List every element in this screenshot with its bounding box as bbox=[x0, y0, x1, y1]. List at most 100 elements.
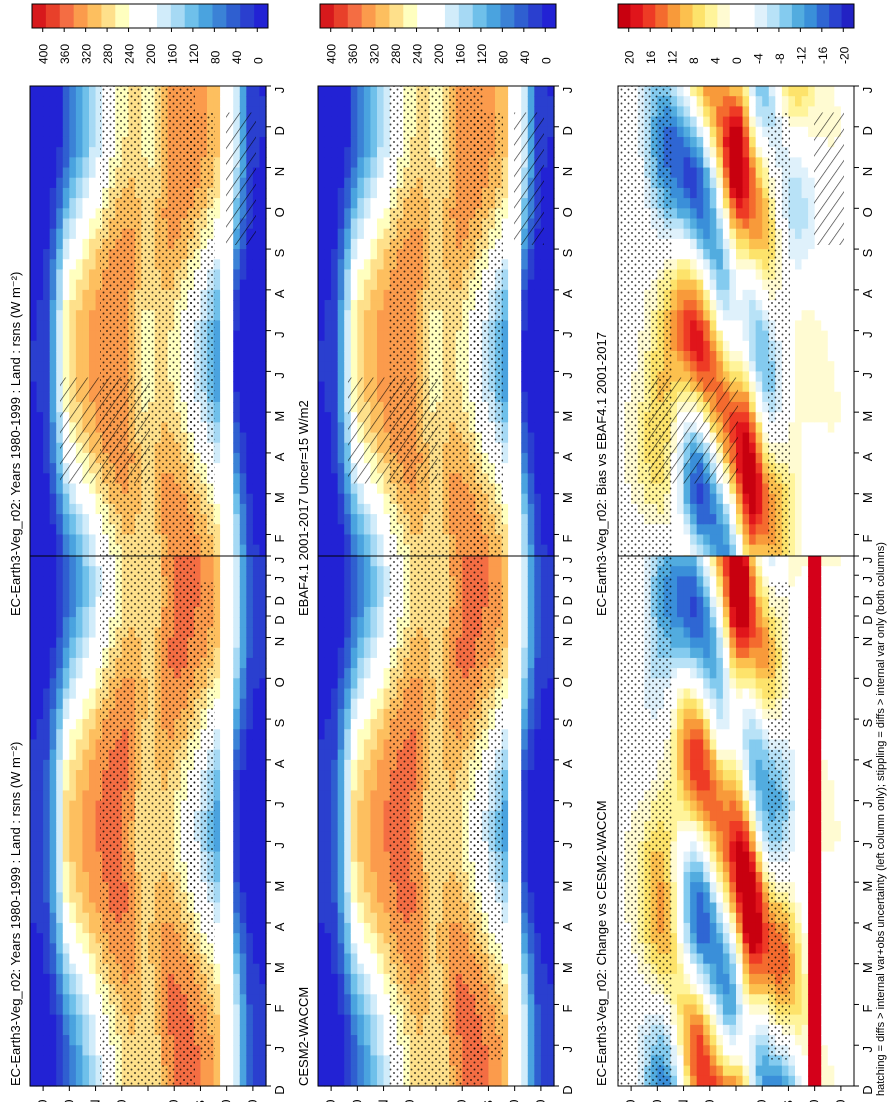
heatmap-cell bbox=[331, 361, 339, 372]
heatmap-cell bbox=[226, 851, 234, 863]
heatmap-cell bbox=[324, 391, 332, 403]
heatmap-cell bbox=[344, 473, 352, 485]
heatmap-cell bbox=[324, 106, 332, 118]
heatmap-cell bbox=[252, 269, 261, 281]
heatmap-cell bbox=[62, 1055, 70, 1067]
heatmap-cell bbox=[43, 912, 51, 924]
heatmap-cell bbox=[331, 279, 339, 291]
heatmap-cell bbox=[95, 228, 103, 240]
heatmap-cell bbox=[331, 401, 339, 413]
heatmap-cell bbox=[82, 1004, 90, 1016]
heatmap-cell bbox=[56, 351, 64, 362]
heatmap-cell bbox=[370, 126, 378, 138]
heatmap-cell bbox=[252, 320, 261, 332]
heatmap-cell bbox=[246, 106, 254, 118]
heatmap-cell bbox=[259, 973, 267, 985]
heatmap-cell bbox=[259, 739, 267, 751]
heatmap-cell bbox=[82, 861, 90, 873]
heatmap-cell bbox=[95, 882, 103, 893]
heatmap-cell bbox=[30, 228, 38, 240]
heatmap-cell bbox=[246, 514, 254, 525]
heatmap-cell bbox=[56, 320, 64, 332]
heatmap-cell bbox=[233, 493, 241, 505]
month-tick-label: S bbox=[272, 248, 287, 257]
heatmap-cell bbox=[62, 688, 70, 700]
heatmap-cell bbox=[324, 473, 332, 485]
heatmap-cell bbox=[36, 749, 44, 761]
heatmap-cell bbox=[213, 841, 221, 853]
heatmap-cell bbox=[62, 973, 70, 985]
heatmap-cell bbox=[344, 300, 352, 311]
heatmap-cell bbox=[49, 1024, 57, 1036]
heatmap-cell bbox=[75, 218, 84, 230]
heatmap-cell bbox=[89, 943, 97, 955]
heatmap-cell bbox=[36, 647, 44, 659]
heatmap-cell bbox=[226, 463, 234, 474]
heatmap-cell bbox=[62, 994, 70, 1006]
heatmap-cell bbox=[56, 412, 64, 423]
heatmap-cell bbox=[49, 922, 57, 934]
heatmap-cell bbox=[69, 841, 77, 853]
heatmap-cell bbox=[246, 963, 254, 975]
heatmap-cell bbox=[43, 871, 51, 883]
heatmap-cell bbox=[213, 902, 221, 914]
heatmap-cell bbox=[350, 106, 358, 118]
heatmap-cell bbox=[246, 422, 254, 434]
heatmap-cell bbox=[246, 330, 254, 342]
heatmap-cell bbox=[95, 218, 103, 230]
heatmap-cell bbox=[252, 1075, 261, 1087]
heatmap-cell bbox=[239, 708, 247, 720]
heatmap-cell bbox=[350, 351, 358, 362]
heatmap-cell bbox=[49, 412, 57, 423]
heatmap-cell bbox=[30, 678, 38, 690]
heatmap-cell bbox=[239, 627, 247, 639]
heatmap-cell bbox=[95, 1004, 103, 1016]
lat-tick-label: 60 bbox=[61, 1100, 76, 1102]
heatmap-cell bbox=[233, 657, 241, 669]
heatmap-cell bbox=[383, 86, 391, 97]
heatmap-cell bbox=[75, 493, 84, 505]
heatmap-cell bbox=[89, 892, 97, 904]
heatmap-cell bbox=[95, 759, 103, 771]
heatmap-cell bbox=[259, 238, 267, 250]
heatmap-cell bbox=[56, 401, 64, 413]
heatmap-cell bbox=[213, 249, 221, 260]
heatmap-cell bbox=[318, 340, 326, 352]
heatmap-cell bbox=[226, 566, 234, 577]
heatmap-cell bbox=[49, 800, 57, 812]
heatmap-cell bbox=[36, 228, 44, 240]
heatmap-cell bbox=[43, 892, 51, 904]
heatmap-cell bbox=[259, 401, 267, 413]
heatmap-cell bbox=[259, 157, 267, 169]
heatmap-cell bbox=[69, 289, 77, 301]
heatmap-cell bbox=[62, 647, 70, 659]
heatmap-cell bbox=[95, 708, 103, 720]
colorbar-label: 40 bbox=[230, 50, 244, 64]
heatmap-cell bbox=[82, 228, 90, 240]
heatmap-cell bbox=[30, 780, 38, 792]
heatmap-cell bbox=[69, 106, 77, 118]
heatmap-cell bbox=[377, 544, 385, 556]
heatmap-cell bbox=[220, 912, 228, 924]
heatmap-cell bbox=[56, 300, 64, 311]
heatmap-cell bbox=[69, 586, 77, 598]
heatmap-cell bbox=[233, 86, 241, 97]
heatmap-cell bbox=[259, 493, 267, 505]
heatmap-cell bbox=[95, 556, 103, 567]
heatmap-cell bbox=[233, 933, 241, 944]
heatmap-cell bbox=[36, 902, 44, 914]
heatmap-cell bbox=[62, 136, 70, 148]
heatmap-cell bbox=[82, 749, 90, 761]
heatmap-cell bbox=[30, 790, 38, 802]
heatmap-cell bbox=[49, 851, 57, 863]
heatmap-cell bbox=[30, 300, 38, 311]
heatmap-cell bbox=[344, 279, 352, 291]
heatmap-cell bbox=[82, 851, 90, 863]
heatmap-cell bbox=[337, 136, 345, 148]
heatmap-cell bbox=[259, 882, 267, 893]
heatmap-cell bbox=[30, 647, 38, 659]
heatmap-cell bbox=[233, 452, 241, 464]
heatmap-cell bbox=[30, 259, 38, 271]
heatmap-cell bbox=[89, 759, 97, 771]
heatmap-cell bbox=[233, 586, 241, 598]
